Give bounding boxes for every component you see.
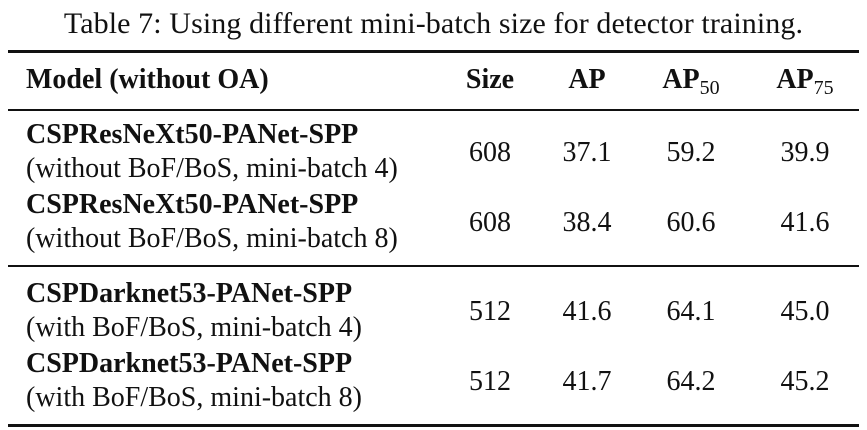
cell-size: 512	[469, 296, 511, 327]
cell-ap50: 64.2	[666, 366, 716, 397]
cell-size: 608	[469, 137, 511, 168]
cell-ap75: 41.6	[780, 207, 830, 238]
model-name: CSPResNeXt50-PANet-SPP	[26, 119, 359, 150]
header-ap50: AP50	[649, 62, 733, 98]
cell-ap75: 39.9	[780, 137, 830, 168]
cell-ap75: 45.2	[780, 366, 830, 397]
cell-ap: 41.7	[562, 366, 612, 397]
model-desc: (with BoF/BoS, mini-batch 4)	[26, 312, 362, 343]
table-row: CSPResNeXt50-PANet-SPP (without BoF/BoS,…	[0, 188, 867, 260]
group-rule	[8, 265, 859, 267]
bottom-rule	[8, 424, 859, 427]
table-row: CSPDarknet53-PANet-SPP (with BoF/BoS, mi…	[0, 347, 867, 419]
table-row: CSPDarknet53-PANet-SPP (with BoF/BoS, mi…	[0, 277, 867, 349]
cell-ap50: 60.6	[666, 207, 716, 238]
model-name: CSPDarknet53-PANet-SPP	[26, 278, 353, 309]
header-ap50-base: AP	[662, 64, 700, 95]
header-ap75: AP75	[763, 62, 847, 98]
cell-ap50: 59.2	[666, 137, 716, 168]
header-rule	[8, 109, 859, 111]
cell-size: 512	[469, 366, 511, 397]
table-row: CSPResNeXt50-PANet-SPP (without BoF/BoS,…	[0, 118, 867, 190]
cell-ap: 41.6	[562, 296, 612, 327]
model-desc: (without BoF/BoS, mini-batch 4)	[26, 153, 398, 184]
header-ap50-sub: 50	[699, 77, 720, 99]
cell-ap: 37.1	[562, 137, 612, 168]
model-name: CSPDarknet53-PANet-SPP	[26, 348, 353, 379]
model-desc: (with BoF/BoS, mini-batch 8)	[26, 382, 362, 413]
top-rule	[8, 50, 859, 53]
header-ap: AP	[568, 64, 606, 95]
model-name: CSPResNeXt50-PANet-SPP	[26, 189, 359, 220]
cell-size: 608	[469, 207, 511, 238]
cell-ap: 38.4	[562, 207, 612, 238]
header-size: Size	[465, 64, 515, 95]
header-ap75-sub: 75	[813, 77, 834, 99]
cell-ap50: 64.1	[666, 296, 716, 327]
model-desc: (without BoF/BoS, mini-batch 8)	[26, 223, 398, 254]
header-ap75-base: AP	[776, 64, 814, 95]
cell-ap75: 45.0	[780, 296, 830, 327]
header-model: Model (without OA)	[26, 64, 269, 95]
table-caption: Table 7: Using different mini-batch size…	[63, 7, 804, 40]
